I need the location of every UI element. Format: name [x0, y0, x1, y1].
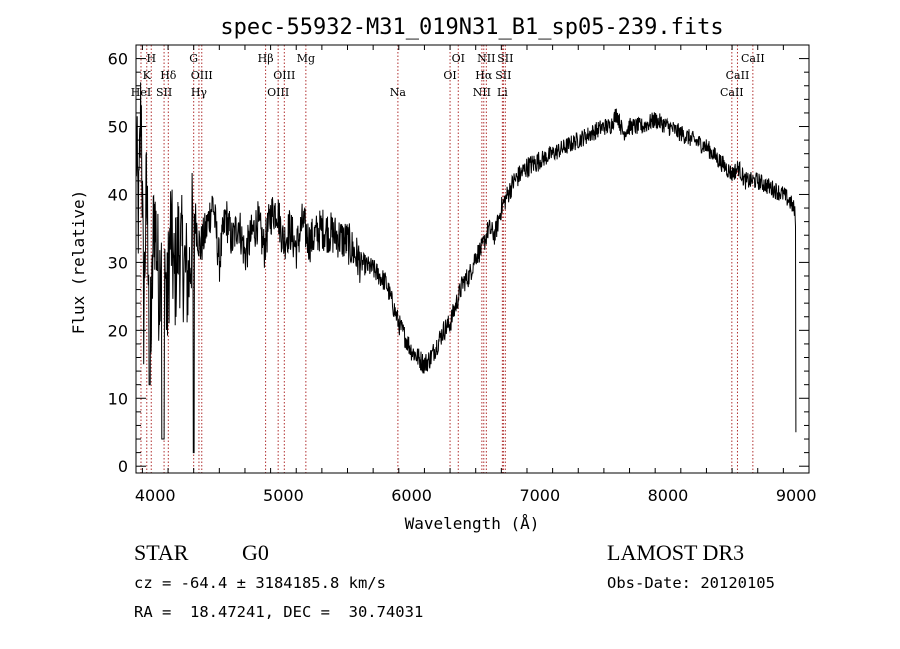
y-tick-label: 60: [108, 50, 128, 69]
x-tick-label: 4000: [135, 486, 176, 505]
spectral-line-label: CaII: [720, 86, 744, 99]
spectral-line-label: K: [143, 69, 152, 82]
y-tick-label: 0: [118, 457, 128, 476]
x-tick-label: 8000: [648, 486, 689, 505]
y-tick-label: 20: [108, 321, 128, 340]
object-class: STAR: [134, 540, 189, 565]
spectral-line-label: Hγ: [191, 86, 208, 99]
x-tick-label: 5000: [263, 486, 304, 505]
y-axis: 0 10 20 30 40 50 60: [108, 50, 809, 476]
x-tick-label: 6000: [391, 486, 432, 505]
x-axis-label: Wavelength (Å): [405, 514, 540, 533]
spectral-line-label: Hβ: [258, 52, 274, 65]
y-tick-label: 30: [108, 253, 128, 272]
spectral-line-label: SII: [495, 69, 511, 82]
spectral-line-label: Hα: [475, 69, 493, 82]
coordinates: RA = 18.47241, DEC = 30.74031: [134, 603, 424, 621]
y-tick-label: 10: [108, 389, 128, 408]
spectral-line-label: OIII: [191, 69, 213, 82]
spectral-line-label: OIII: [273, 69, 295, 82]
spectral-line-label: CaII: [741, 52, 765, 65]
spectral-line-label: CaII: [726, 69, 750, 82]
spectral-line-markers: [140, 45, 754, 473]
spectral-line-label: SII: [497, 52, 513, 65]
spectral-line-label: SII: [156, 86, 172, 99]
spectral-line-label: OI: [452, 52, 465, 65]
spectral-line-label: Mg: [297, 52, 315, 65]
spectrum-series-line: [135, 82, 797, 454]
x-tick-label: 9000: [776, 486, 817, 505]
plot-frame: [135, 44, 810, 474]
spectral-line-label: G: [189, 52, 198, 65]
spectral-line-label: OI: [443, 69, 456, 82]
object-subclass: G0: [242, 540, 269, 565]
x-axis: 4000 5000 6000 7000 8000 9000: [135, 45, 817, 505]
x-tick-label: 7000: [519, 486, 560, 505]
y-tick-label: 40: [108, 185, 128, 204]
spectral-line-label: OIII: [267, 86, 289, 99]
y-axis-label: Flux (relative): [69, 190, 88, 335]
redshift-velocity: cz = -64.4 ± 3184185.8 km/s: [134, 574, 386, 592]
chart-title: spec-55932-M31_019N31_B1_sp05-239.fits: [220, 15, 723, 40]
y-tick-label: 50: [108, 118, 128, 137]
spectral-line-label: NII: [473, 86, 491, 99]
spectral-line-label: Li: [497, 86, 508, 99]
observation-date: Obs-Date: 20120105: [607, 574, 775, 592]
spectral-line-label: Hδ: [160, 69, 177, 82]
survey-name: LAMOST DR3: [607, 540, 745, 565]
spectral-line-label: NII: [477, 52, 495, 65]
spectral-line-label: Na: [390, 86, 407, 99]
spectral-line-label: H: [146, 52, 156, 65]
